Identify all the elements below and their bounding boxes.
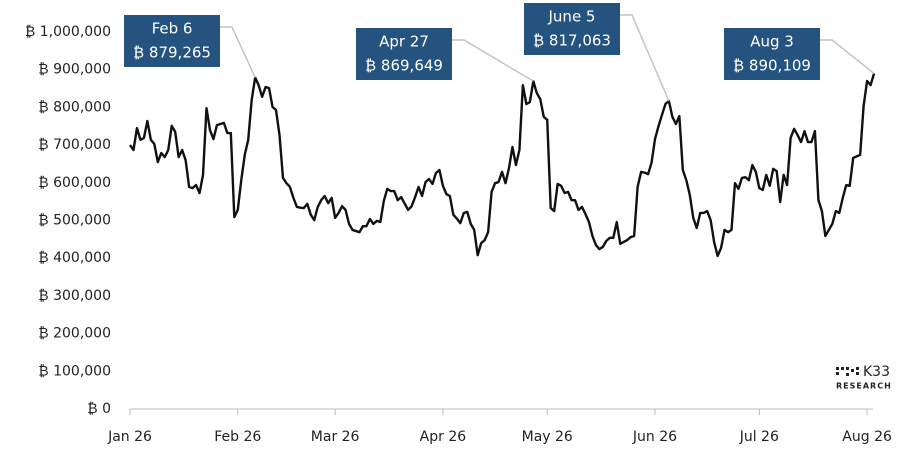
x-tick-label: Mar 26 bbox=[311, 429, 360, 445]
annotation: Feb 6 ₿ 879,265 bbox=[124, 15, 256, 78]
x-tick-label: Aug 26 bbox=[842, 429, 892, 445]
x-tick-label: Apr 26 bbox=[420, 429, 467, 445]
annotation-value: ₿ 817,063 bbox=[533, 32, 611, 50]
annotation-leader bbox=[820, 39, 875, 75]
y-tick-label: ₿ 700,000 bbox=[38, 137, 111, 153]
annotation-leader bbox=[220, 26, 256, 78]
x-tick-label: Jul 26 bbox=[739, 429, 779, 445]
y-tick-label: ₿ 400,000 bbox=[38, 250, 111, 266]
annotation-box bbox=[124, 15, 220, 67]
annotation-title: June 5 bbox=[548, 8, 596, 26]
price-line bbox=[129, 73, 876, 258]
annotation-value: ₿ 890,109 bbox=[733, 57, 811, 75]
brand-name: K33 bbox=[863, 364, 890, 380]
y-tick-label: ₿ 100,000 bbox=[38, 363, 111, 379]
y-tick-label: ₿ 500,000 bbox=[38, 213, 111, 229]
annotation-title: Feb 6 bbox=[152, 20, 193, 38]
y-tick-label: ₿ 1,000,000 bbox=[25, 24, 111, 40]
annotation: Aug 3 ₿ 890,109 bbox=[724, 28, 875, 80]
x-tick-label: May 26 bbox=[522, 429, 573, 445]
brand-icon bbox=[836, 367, 859, 376]
x-tick-label: Feb 26 bbox=[214, 429, 261, 445]
x-tick-label: Jan 26 bbox=[107, 429, 152, 445]
y-tick-label: ₿ 300,000 bbox=[38, 288, 111, 304]
brand-sub: RESEARCH bbox=[836, 382, 892, 391]
annotation-value: ₿ 879,265 bbox=[133, 44, 211, 62]
y-tick-label: ₿ 600,000 bbox=[38, 175, 111, 191]
annotation-leader bbox=[452, 39, 534, 82]
annotation-title: Aug 3 bbox=[750, 33, 794, 51]
y-tick-label: ₿ 800,000 bbox=[38, 99, 111, 115]
x-tick-label: Jun 26 bbox=[632, 429, 677, 445]
y-tick-label: ₿ 0 bbox=[87, 401, 111, 417]
annotation-title: Apr 27 bbox=[379, 33, 429, 51]
annotation-leader bbox=[620, 14, 670, 102]
annotation-box bbox=[356, 28, 452, 80]
annotation-box bbox=[524, 3, 620, 55]
y-tick-label: ₿ 900,000 bbox=[38, 62, 111, 78]
annotation: Apr 27 ₿ 869,649 bbox=[356, 28, 534, 82]
annotation-box bbox=[724, 28, 820, 80]
y-tick-label: ₿ 200,000 bbox=[38, 326, 111, 342]
annotation: June 5 ₿ 817,063 bbox=[524, 3, 670, 102]
annotation-value: ₿ 869,649 bbox=[365, 57, 443, 75]
